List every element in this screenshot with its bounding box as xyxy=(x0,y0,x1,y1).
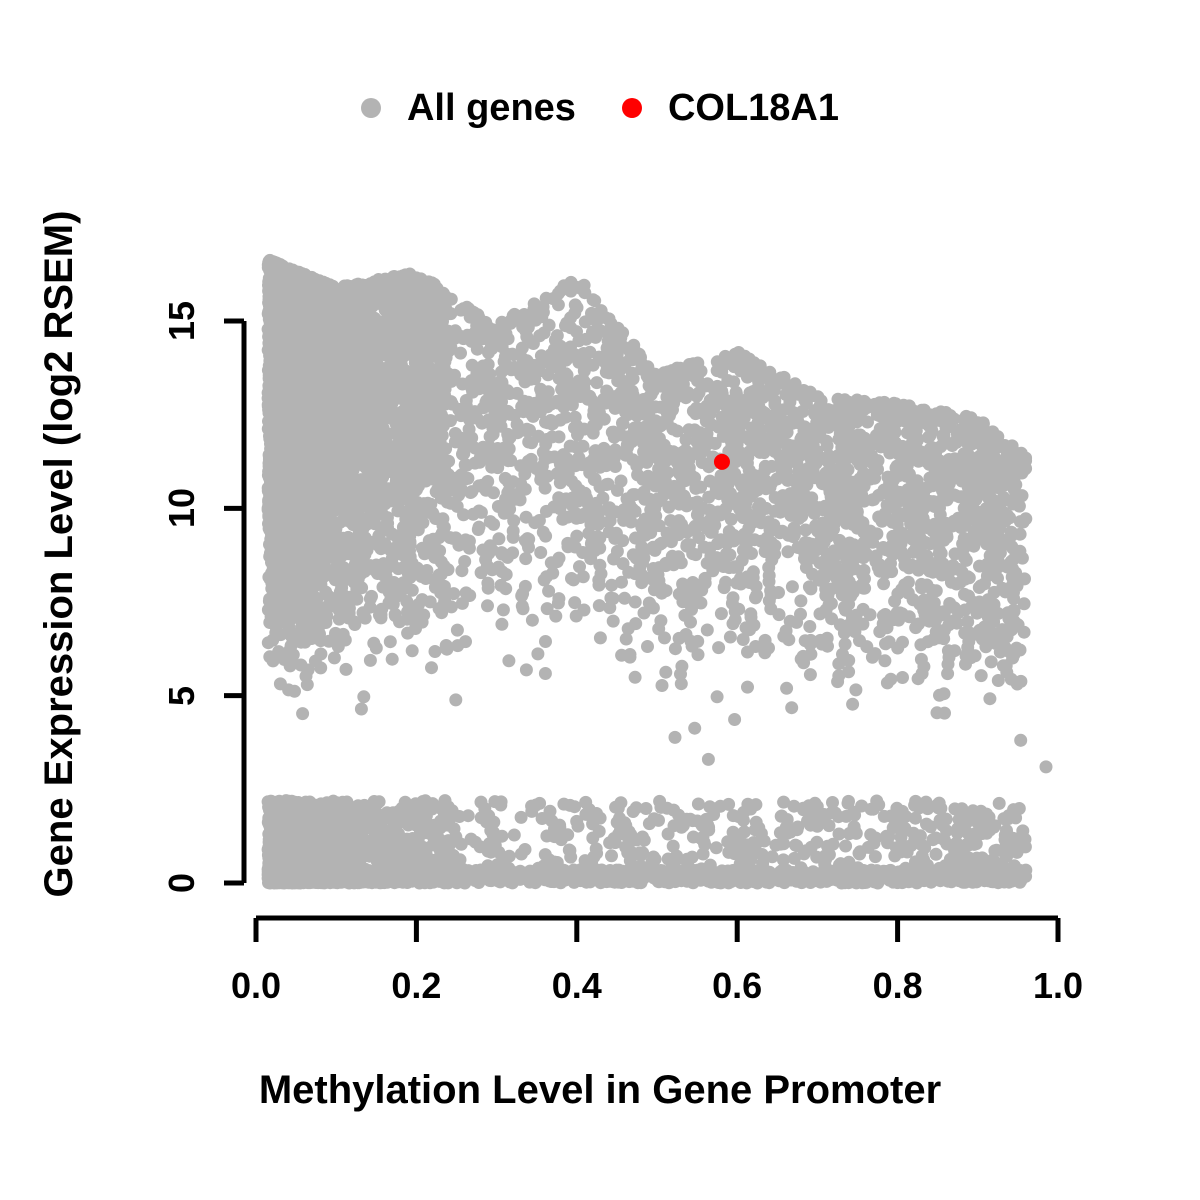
x-tick-label: 0.0 xyxy=(230,965,282,1006)
x-tick-label: 0.8 xyxy=(872,965,923,1006)
all-genes-points xyxy=(261,253,1053,890)
x-tick-label: 0.2 xyxy=(391,965,442,1006)
y-tick-label: 10 xyxy=(161,488,202,529)
highlight-point-layer xyxy=(713,453,730,470)
data-points-layer xyxy=(261,253,1053,890)
legend-entry-all-genes: All genes xyxy=(360,86,576,130)
red-dot-icon xyxy=(621,98,642,118)
x-tick-label: 0.6 xyxy=(712,965,763,1006)
x-tick-label: 1.0 xyxy=(1032,965,1084,1006)
x-tick-label: 0.4 xyxy=(551,965,602,1006)
y-tick-label: 15 xyxy=(161,300,202,342)
legend-label-col18a1: COL18A1 xyxy=(667,86,839,129)
y-axis-title-holder: Gene Expression Level (log2 RSEM) xyxy=(37,174,97,934)
y-tick-label: 0 xyxy=(161,872,202,894)
y-axis-line xyxy=(224,318,247,886)
legend-entry-col18a1: COL18A1 xyxy=(621,86,839,130)
axes-layer xyxy=(224,318,1061,942)
x-axis-line xyxy=(253,915,1061,942)
col18a1-point[interactable] xyxy=(713,453,730,470)
legend-label-all-genes: All genes xyxy=(406,86,576,129)
y-axis-title: Gene Expression Level (log2 RSEM) xyxy=(37,210,81,898)
y-tick-label: 5 xyxy=(161,685,202,706)
gray-dot-icon xyxy=(360,98,381,118)
x-axis-title: Methylation Level in Gene Promoter xyxy=(258,1068,942,1112)
legend: All genes COL18A1 xyxy=(0,78,1200,138)
